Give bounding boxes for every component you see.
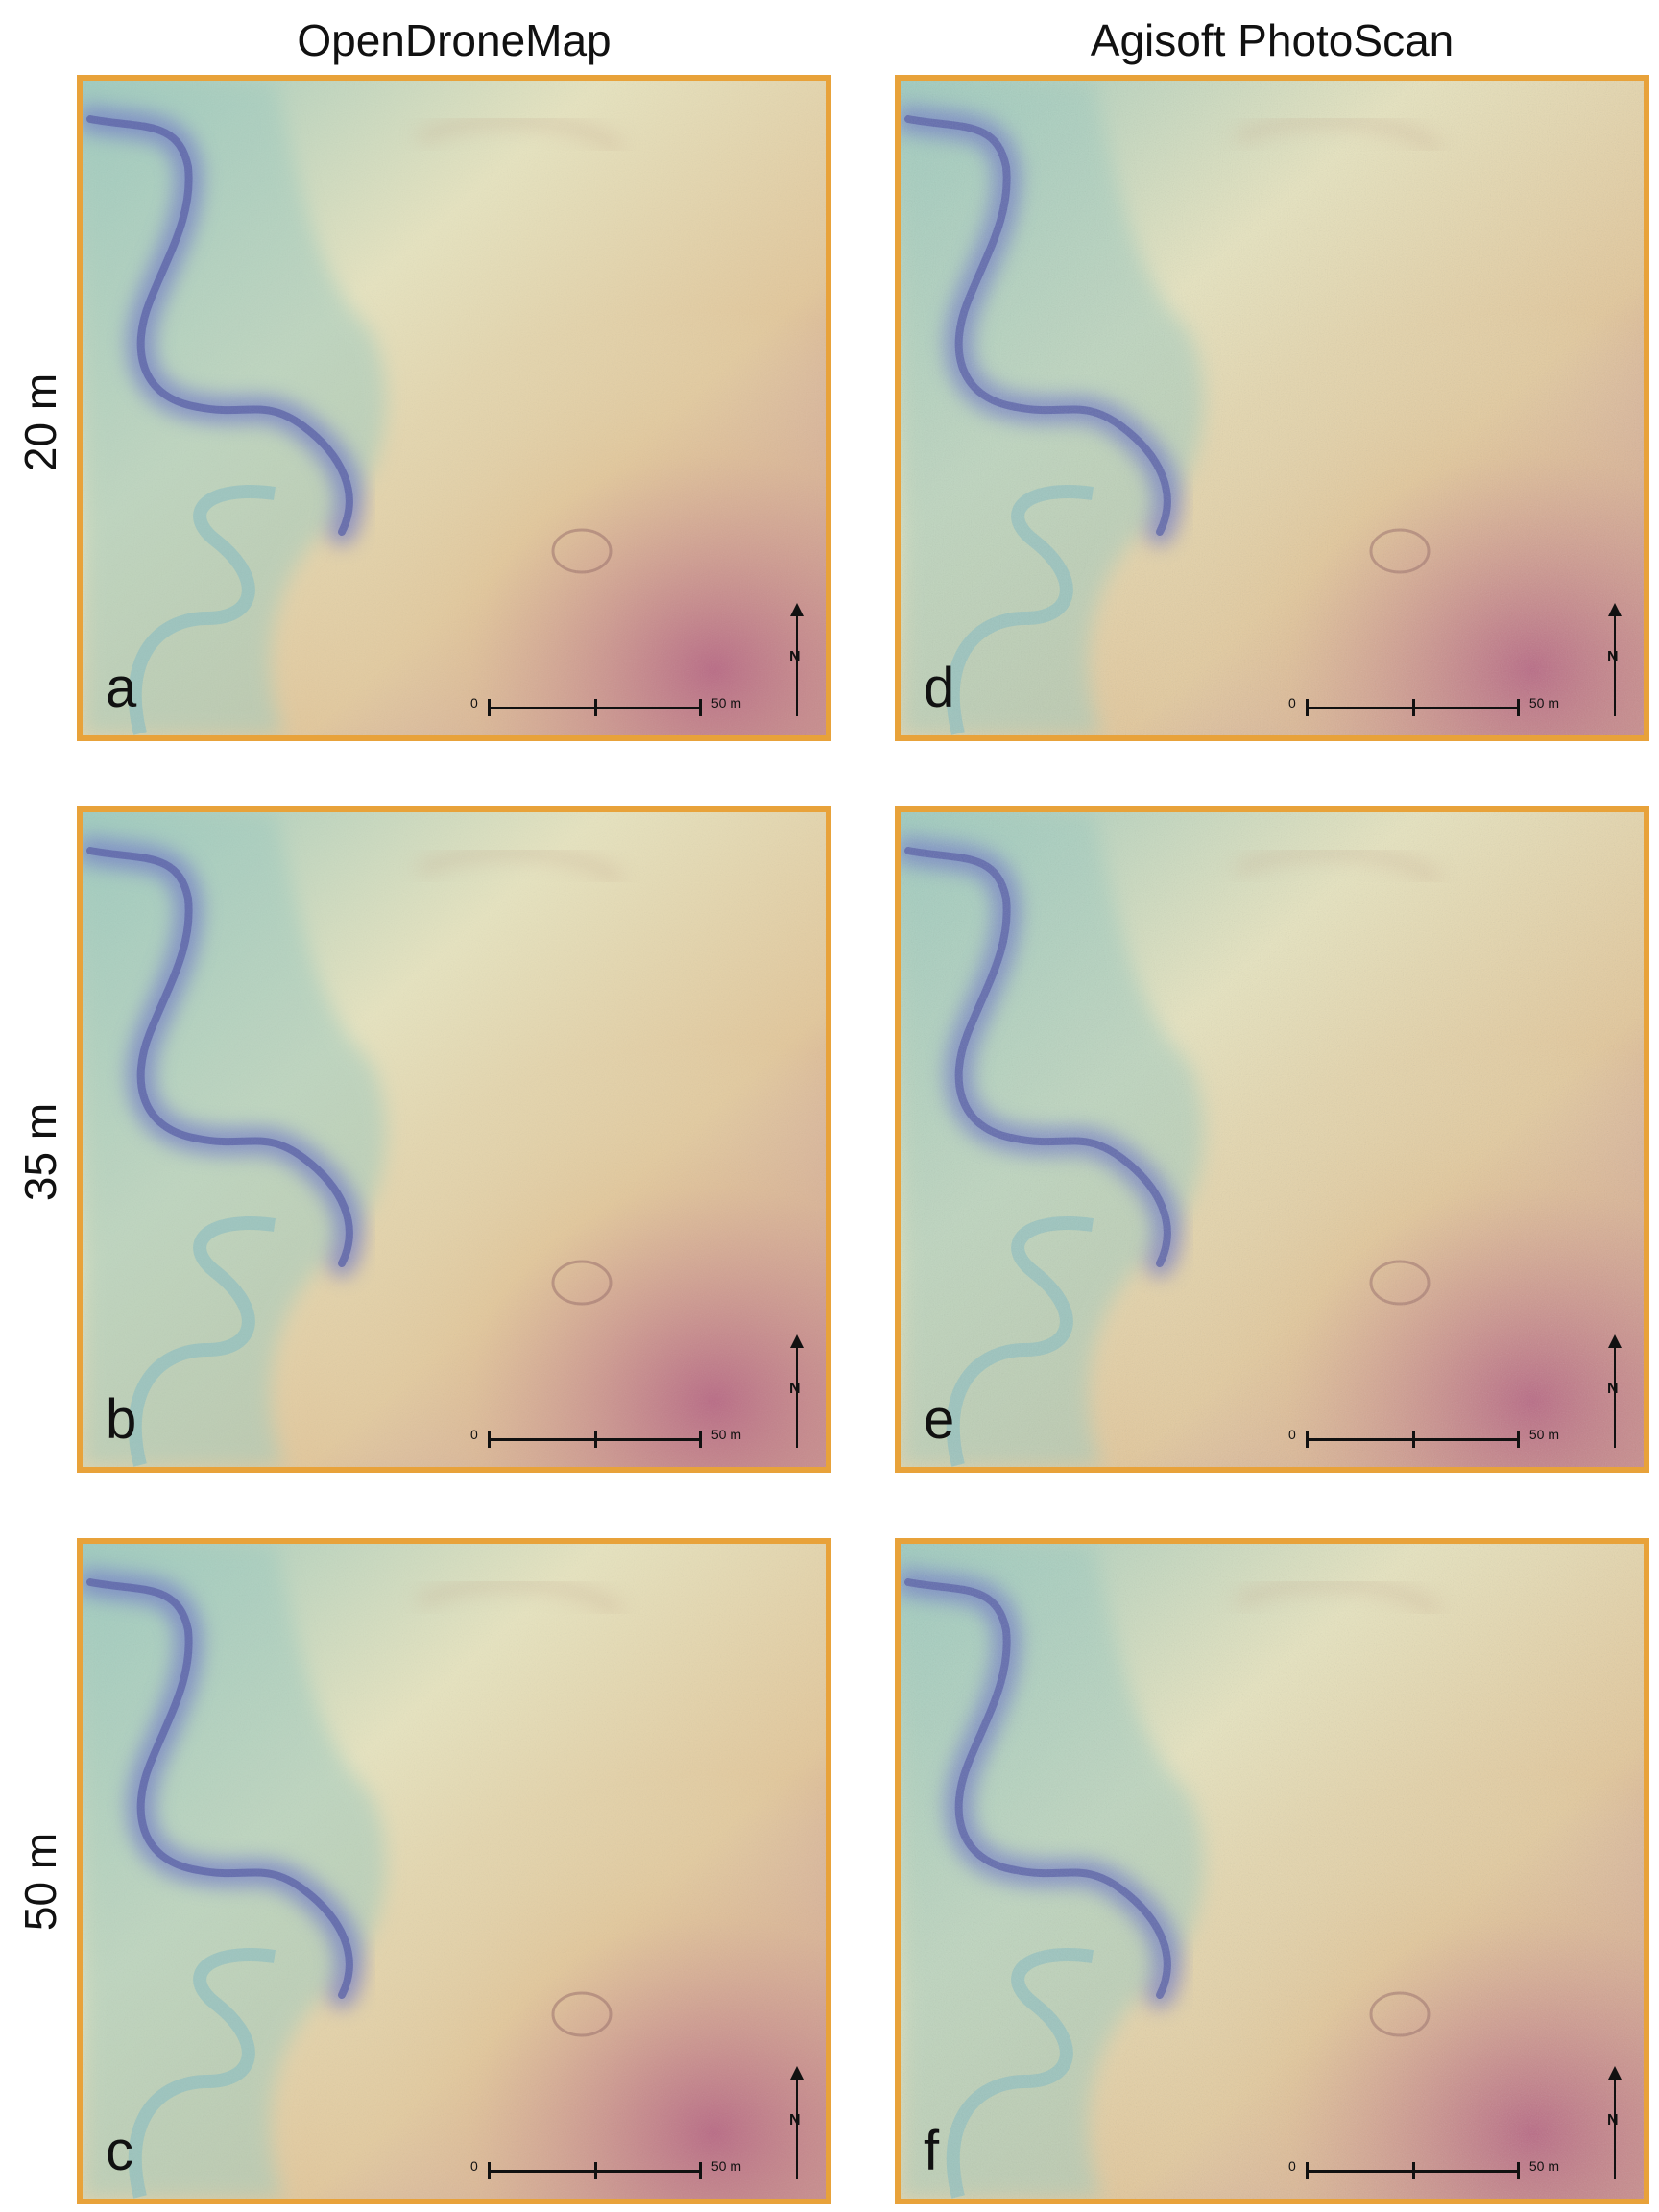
- panel-e: e 0 50 m N: [895, 806, 1649, 1473]
- scale-bar: 0 50 m: [470, 693, 768, 722]
- scale-end-label: 50 m: [710, 2158, 741, 2174]
- panel-f: f 0 50 m N: [895, 1538, 1649, 2204]
- north-arrow-icon: N: [1605, 1334, 1624, 1450]
- north-label: N: [789, 1381, 801, 1397]
- scale-start-label: 0: [470, 1427, 478, 1442]
- scale-end-label: 50 m: [710, 1427, 741, 1442]
- scale-bar: 0 50 m: [1288, 2156, 1586, 2185]
- scale-start-label: 0: [1288, 2158, 1296, 2174]
- terrain-map: [901, 81, 1644, 735]
- panel-letter: e: [924, 1388, 955, 1451]
- terrain-map: [83, 81, 826, 735]
- north-arrow-icon: N: [787, 603, 806, 718]
- panel-letter: a: [106, 657, 137, 719]
- terrain-map: [901, 812, 1644, 1467]
- north-arrow-icon: N: [1605, 2066, 1624, 2181]
- north-label: N: [1607, 2112, 1619, 2128]
- scale-end-label: 50 m: [710, 695, 741, 710]
- terrain-map: [901, 1544, 1644, 2199]
- panel-letter: c: [106, 2120, 133, 2182]
- panel-b: b 0 50 m N: [77, 806, 831, 1473]
- scale-end-label: 50 m: [1528, 2158, 1559, 2174]
- row-label-35m: 35 m: [15, 1102, 66, 1202]
- terrain-map: [83, 812, 826, 1467]
- row-label-50m: 50 m: [15, 1832, 66, 1932]
- north-label: N: [789, 2112, 801, 2128]
- scale-bar: 0 50 m: [470, 2156, 768, 2185]
- scale-start-label: 0: [470, 2158, 478, 2174]
- column-title-opendronemap: OpenDroneMap: [297, 15, 612, 65]
- north-label: N: [1607, 1381, 1619, 1397]
- panel-a: a 0 50 m N: [77, 75, 831, 741]
- north-arrow-icon: N: [1605, 603, 1624, 718]
- panel-c: c 0 50 m N: [77, 1538, 831, 2204]
- scale-start-label: 0: [470, 695, 478, 710]
- panel-d: d 0 50 m N: [895, 75, 1649, 741]
- north-label: N: [789, 649, 801, 665]
- scale-bar: 0 50 m: [470, 1425, 768, 1454]
- panel-letter: b: [106, 1388, 137, 1451]
- row-label-20m: 20 m: [15, 373, 66, 472]
- scale-end-label: 50 m: [1528, 695, 1559, 710]
- north-arrow-icon: N: [787, 2066, 806, 2181]
- column-title-agisoft-photoscan: Agisoft PhotoScan: [1090, 15, 1455, 65]
- north-arrow-icon: N: [787, 1334, 806, 1450]
- scale-end-label: 50 m: [1528, 1427, 1559, 1442]
- panel-letter: d: [924, 657, 955, 719]
- scale-start-label: 0: [1288, 695, 1296, 710]
- scale-start-label: 0: [1288, 1427, 1296, 1442]
- scale-bar: 0 50 m: [1288, 693, 1586, 722]
- scale-bar: 0 50 m: [1288, 1425, 1586, 1454]
- terrain-map: [83, 1544, 826, 2199]
- panel-letter: f: [924, 2120, 940, 2182]
- north-label: N: [1607, 649, 1619, 665]
